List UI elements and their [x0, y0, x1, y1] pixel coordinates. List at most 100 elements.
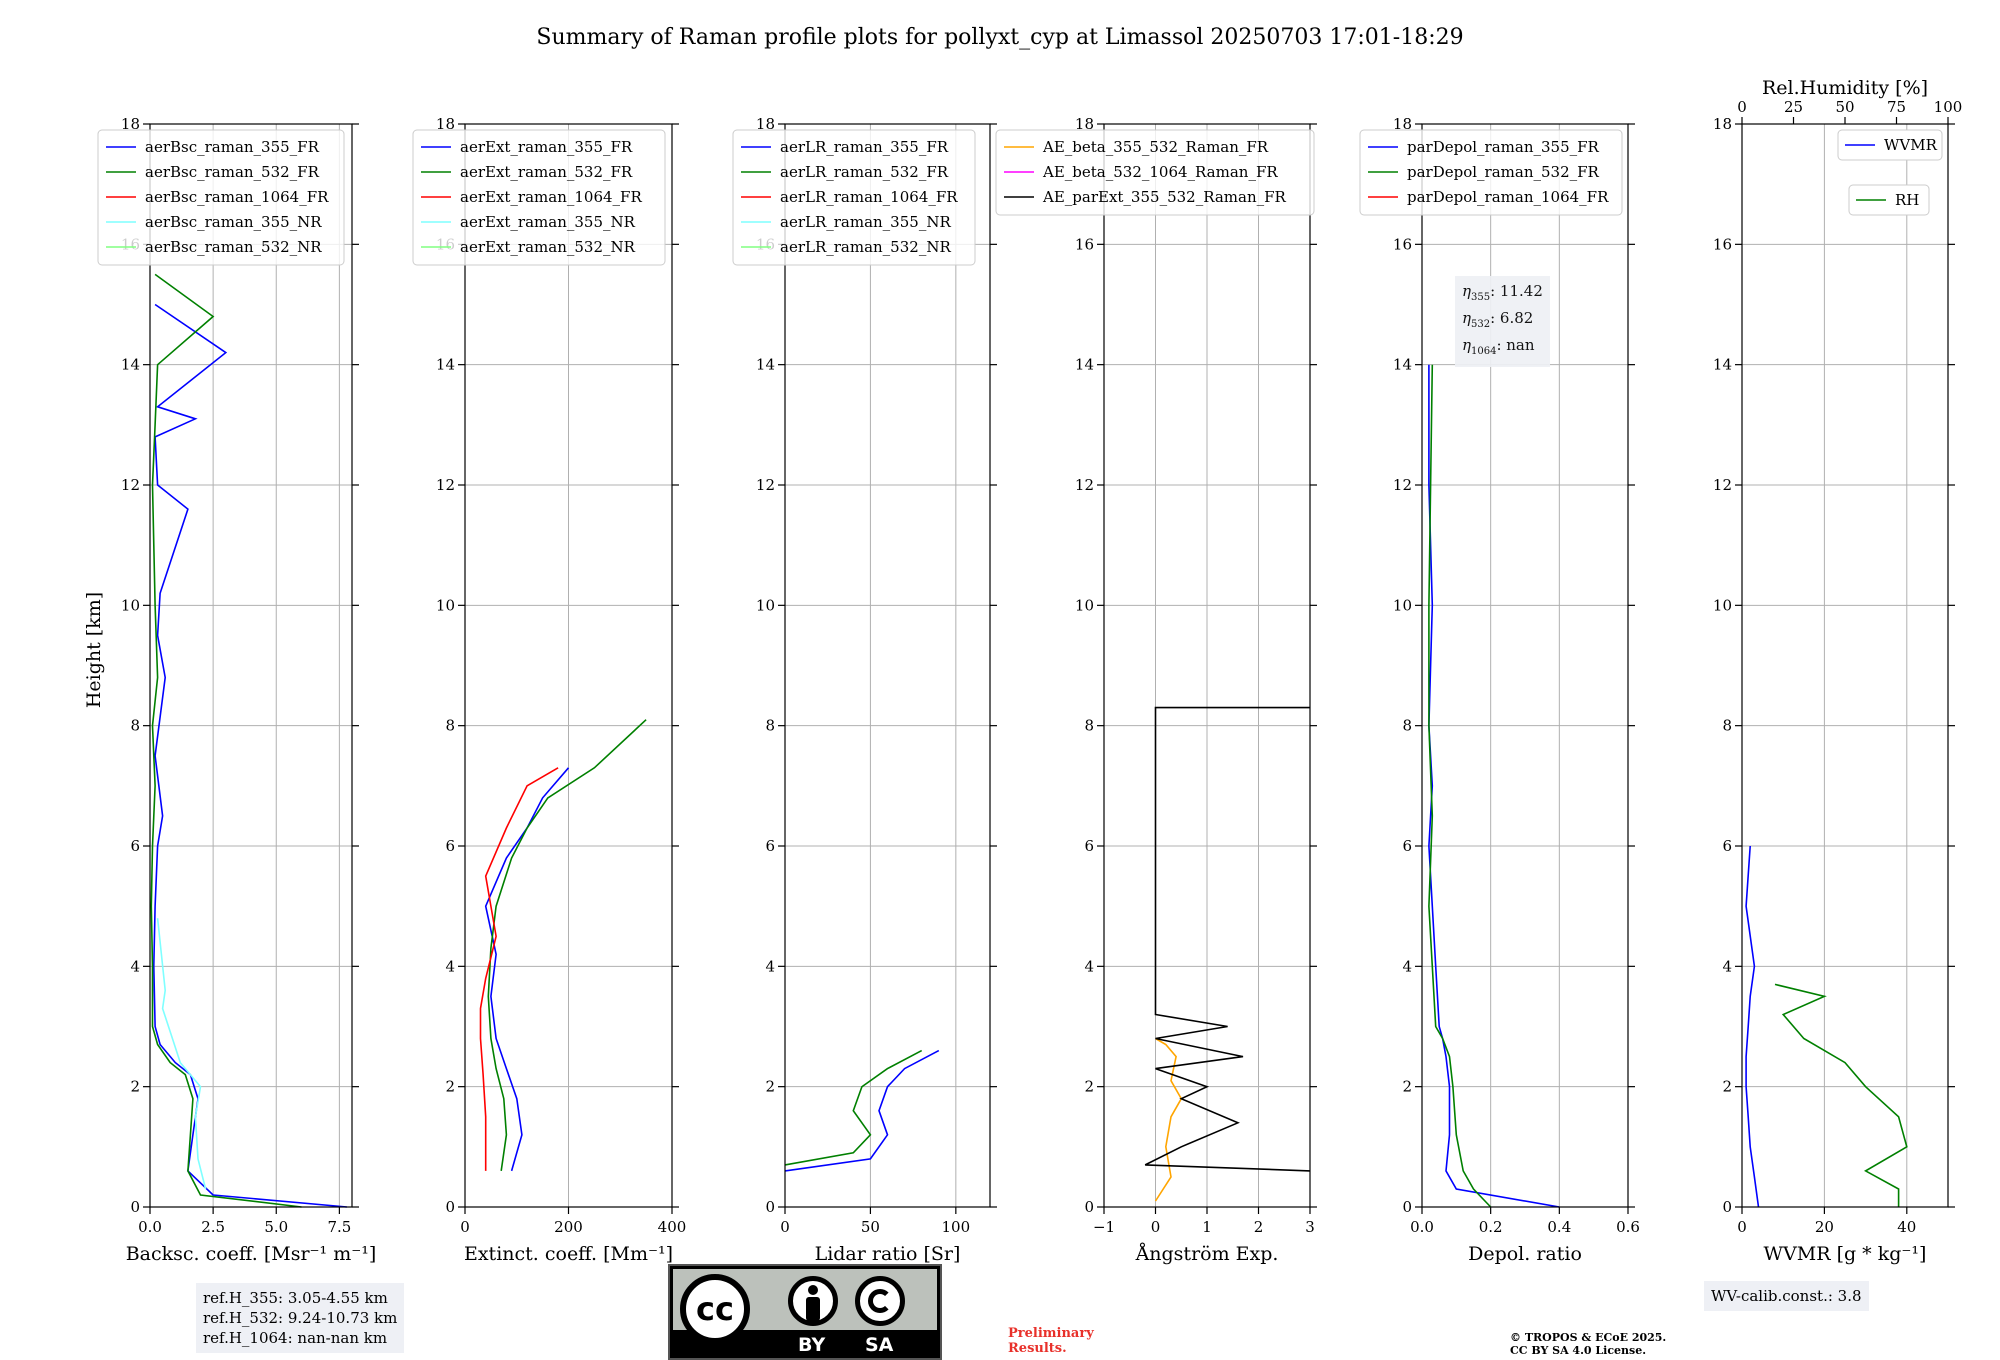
- x-tick-label: −1: [1093, 1218, 1115, 1236]
- series-line-AE_parExt_355_532_Raman_FR: [1144, 706, 1311, 1172]
- x-tick-label: 3: [1305, 1218, 1315, 1236]
- legend-box-wvmr: [1837, 129, 1943, 161]
- y-tick-label: 0: [1402, 1198, 1412, 1216]
- y-tick-label: 0: [130, 1198, 140, 1216]
- legend-label: aerLR_raman_355_FR: [780, 138, 949, 156]
- axes-frame: [784, 123, 991, 1208]
- x-tick-label: 50: [861, 1218, 880, 1236]
- legend-label: aerLR_raman_532_NR: [780, 238, 951, 256]
- y-tick-label: 2: [130, 1078, 140, 1096]
- x-tick-label: 100: [942, 1218, 971, 1236]
- y-tick-label: 12: [1713, 476, 1732, 494]
- series-line-parDepol_raman_532_FR: [1428, 364, 1492, 1208]
- y-tick-label: 14: [1075, 356, 1094, 374]
- legend-box-depol: [1359, 129, 1623, 216]
- x-tick-label: 0.0: [1410, 1218, 1434, 1236]
- panel-depol: 0 2 4 6 8 10 12 14 16 18 0.0 0.2 0.4 0.6 Depol. ratio p…: [1359, 115, 1640, 1265]
- y-tick-label: 8: [1722, 717, 1732, 735]
- y-tick-label: 4: [445, 957, 455, 975]
- series-line-parDepol_raman_355_FR: [1428, 364, 1560, 1208]
- y-tick-label: 12: [756, 476, 775, 494]
- top-x-tick-label: 75: [1887, 98, 1906, 116]
- y-tick-label: 4: [1084, 957, 1094, 975]
- y-tick-label: 4: [130, 957, 140, 975]
- legend-label: aerExt_raman_1064_FR: [460, 188, 642, 206]
- panel-lr: 024681012141618050100Lidar ratio [Sr]aer…: [732, 115, 997, 1265]
- legend-label: aerLR_raman_355_NR: [780, 213, 951, 231]
- legend-label: aerBsc_raman_355_FR: [145, 138, 320, 156]
- y-tick-label: 10: [1075, 596, 1094, 614]
- legend-box-rh: [1848, 184, 1930, 216]
- x-axis-label-wv: WVMR [g * kg⁻¹]: [1764, 1243, 1927, 1265]
- series-line-aerLR_raman_532_FR: [784, 1049, 923, 1166]
- legend-label: aerExt_raman_355_FR: [460, 138, 633, 156]
- y-tick-label: 8: [445, 717, 455, 735]
- panel-ext: 0246810121416180200400Extinct. coeff. [M…: [412, 115, 687, 1265]
- y-tick-label: 8: [1402, 717, 1412, 735]
- x-tick-label: 0.4: [1547, 1218, 1571, 1236]
- legend-label: aerExt_raman_355_NR: [460, 213, 636, 231]
- x-tick-label: 0.6: [1616, 1218, 1640, 1236]
- x-tick-label: 5.0: [264, 1218, 288, 1236]
- ref-height-532: ref.H_532: 9.24-10.73 km: [203, 1309, 398, 1327]
- series-line-aerExt_raman_1064_FR: [479, 767, 559, 1171]
- x-tick-label: 0: [1737, 1218, 1747, 1236]
- x-tick-label: 2: [1254, 1218, 1264, 1236]
- ref-height-1064: ref.H_1064: nan-nan km: [203, 1329, 388, 1347]
- y-tick-label: 6: [445, 837, 455, 855]
- license-badge: cc BY SA: [668, 1264, 942, 1360]
- y-tick-label: 14: [756, 356, 775, 374]
- y-tick-label: 2: [1722, 1078, 1732, 1096]
- x-tick-label: 0.0: [138, 1218, 162, 1236]
- legend-label: aerBsc_raman_532_FR: [145, 163, 320, 181]
- y-tick-label: 2: [1084, 1078, 1094, 1096]
- ref-height-box: ref.H_355: 3.05-4.55 km ref.H_532: 9.24-…: [196, 1283, 405, 1353]
- x-axis-label-lr: Lidar ratio [Sr]: [815, 1243, 961, 1265]
- y-tick-label: 6: [1402, 837, 1412, 855]
- y-tick-label: 18: [756, 115, 775, 133]
- x-tick-label: 40: [1897, 1218, 1916, 1236]
- y-tick-label: 0: [765, 1198, 775, 1216]
- series-line-AE_beta_355_532_Raman_FR: [1154, 1037, 1183, 1202]
- y-tick-label: 18: [121, 115, 140, 133]
- legend-label: parDepol_raman_1064_FR: [1407, 188, 1609, 206]
- y-tick-label: 8: [765, 717, 775, 735]
- legend-label: aerExt_raman_532_FR: [460, 163, 633, 181]
- axes-frame: [149, 123, 353, 1208]
- y-tick-label: 8: [1084, 717, 1094, 735]
- y-tick-label: 2: [765, 1078, 775, 1096]
- figure-title: Summary of Raman profile plots for polly…: [536, 25, 1463, 50]
- legend-label: parDepol_raman_355_FR: [1407, 138, 1600, 156]
- x-tick-label: 400: [658, 1218, 687, 1236]
- copyright-note: © TROPOS & ECoE 2025. CC BY SA 4.0 Licen…: [1510, 1331, 1667, 1357]
- x-tick-label: 200: [554, 1218, 583, 1236]
- x-axis-label-ae: Ångström Exp.: [1135, 1243, 1279, 1265]
- y-tick-label: 16: [1075, 235, 1094, 253]
- attribution-icon: [788, 1276, 838, 1326]
- y-tick-label: 0: [445, 1198, 455, 1216]
- y-tick-label: 10: [756, 596, 775, 614]
- y-tick-label: 18: [1393, 115, 1412, 133]
- y-tick-label: 8: [130, 717, 140, 735]
- y-tick-label: 4: [1402, 957, 1412, 975]
- y-tick-label: 18: [436, 115, 455, 133]
- top-x-tick-label: 25: [1784, 98, 1803, 116]
- legend-label: AE_parExt_355_532_Raman_FR: [1042, 188, 1287, 206]
- y-tick-label: 10: [1393, 596, 1412, 614]
- series-line-WVMR: [1745, 845, 1760, 1208]
- y-tick-label: 6: [1084, 837, 1094, 855]
- eta-box: η355: 11.42 η532: 6.82 η1064: nan: [1455, 276, 1550, 367]
- panel-wv: 0 2 4 6 8 10 12 14 16 18 0 20 40 WVMR [g * kg⁻¹] 0 25 50…: [1713, 77, 1962, 1265]
- legend-label: AE_beta_532_1064_Raman_FR: [1042, 163, 1278, 181]
- legend-label: aerExt_raman_532_NR: [460, 238, 636, 256]
- x-tick-label: 20: [1815, 1218, 1834, 1236]
- x-axis-label-depol: Depol. ratio: [1468, 1243, 1582, 1265]
- y-tick-label: 0: [1722, 1198, 1732, 1216]
- y-tick-label: 6: [765, 837, 775, 855]
- y-tick-label: 12: [1393, 476, 1412, 494]
- y-tick-label: 14: [1393, 356, 1412, 374]
- eta-1064: η1064: nan: [1462, 336, 1535, 357]
